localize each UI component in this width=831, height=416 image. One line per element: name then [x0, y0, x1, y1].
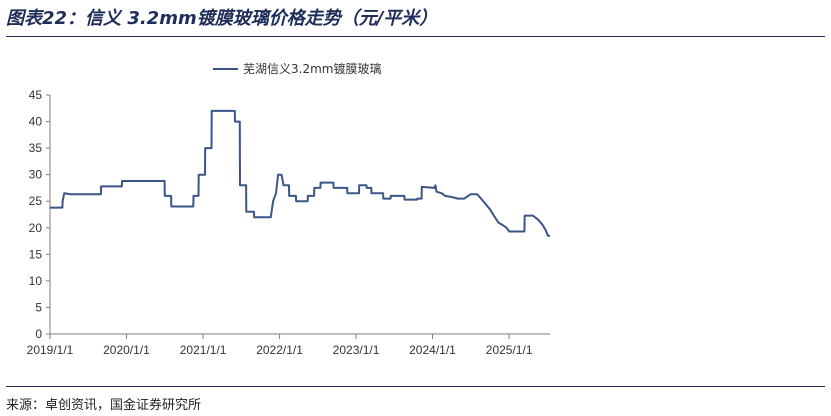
x-tick-label: 2020/1/1 — [103, 343, 150, 357]
y-tick-label: 5 — [35, 300, 42, 314]
y-tick-label: 45 — [29, 88, 43, 102]
y-tick-label: 35 — [29, 141, 43, 155]
bottom-rule — [6, 386, 825, 387]
top-rule — [6, 36, 825, 37]
source-note: 来源：卓创资讯，国金证券研究所 — [6, 398, 202, 413]
x-tick-label: 2023/1/1 — [333, 343, 380, 357]
x-axis: 2019/1/1 2020/1/1 2021/1/1 2022/1/1 2023/1/1… — [27, 333, 550, 357]
y-tick-label: 25 — [29, 194, 43, 208]
x-tick-label: 2021/1/1 — [180, 343, 227, 357]
y-axis: 0 5 10 15 20 25 30 35 40 45 — [29, 88, 51, 341]
y-tick-label: 40 — [29, 115, 43, 129]
x-tick-label: 2019/1/1 — [27, 343, 74, 357]
x-tick-label: 2024/1/1 — [409, 343, 456, 357]
figure-title: 图表22：信义 3.2mm镀膜玻璃价格走势（元/平米） — [6, 8, 438, 29]
series-line-wuhu-xinyi — [50, 109, 550, 237]
y-tick-label: 10 — [29, 274, 43, 288]
chart-legend: 芜湖信义3.2mm镀膜玻璃 — [213, 61, 381, 76]
y-tick-label: 30 — [29, 168, 43, 182]
legend-label-series: 芜湖信义3.2mm镀膜玻璃 — [243, 61, 381, 76]
x-tick-label: 2025/1/1 — [486, 343, 533, 357]
x-tick-label: 2022/1/1 — [256, 343, 303, 357]
y-tick-label: 0 — [35, 327, 42, 341]
y-tick-label: 20 — [29, 221, 43, 235]
y-tick-label: 15 — [29, 247, 43, 261]
